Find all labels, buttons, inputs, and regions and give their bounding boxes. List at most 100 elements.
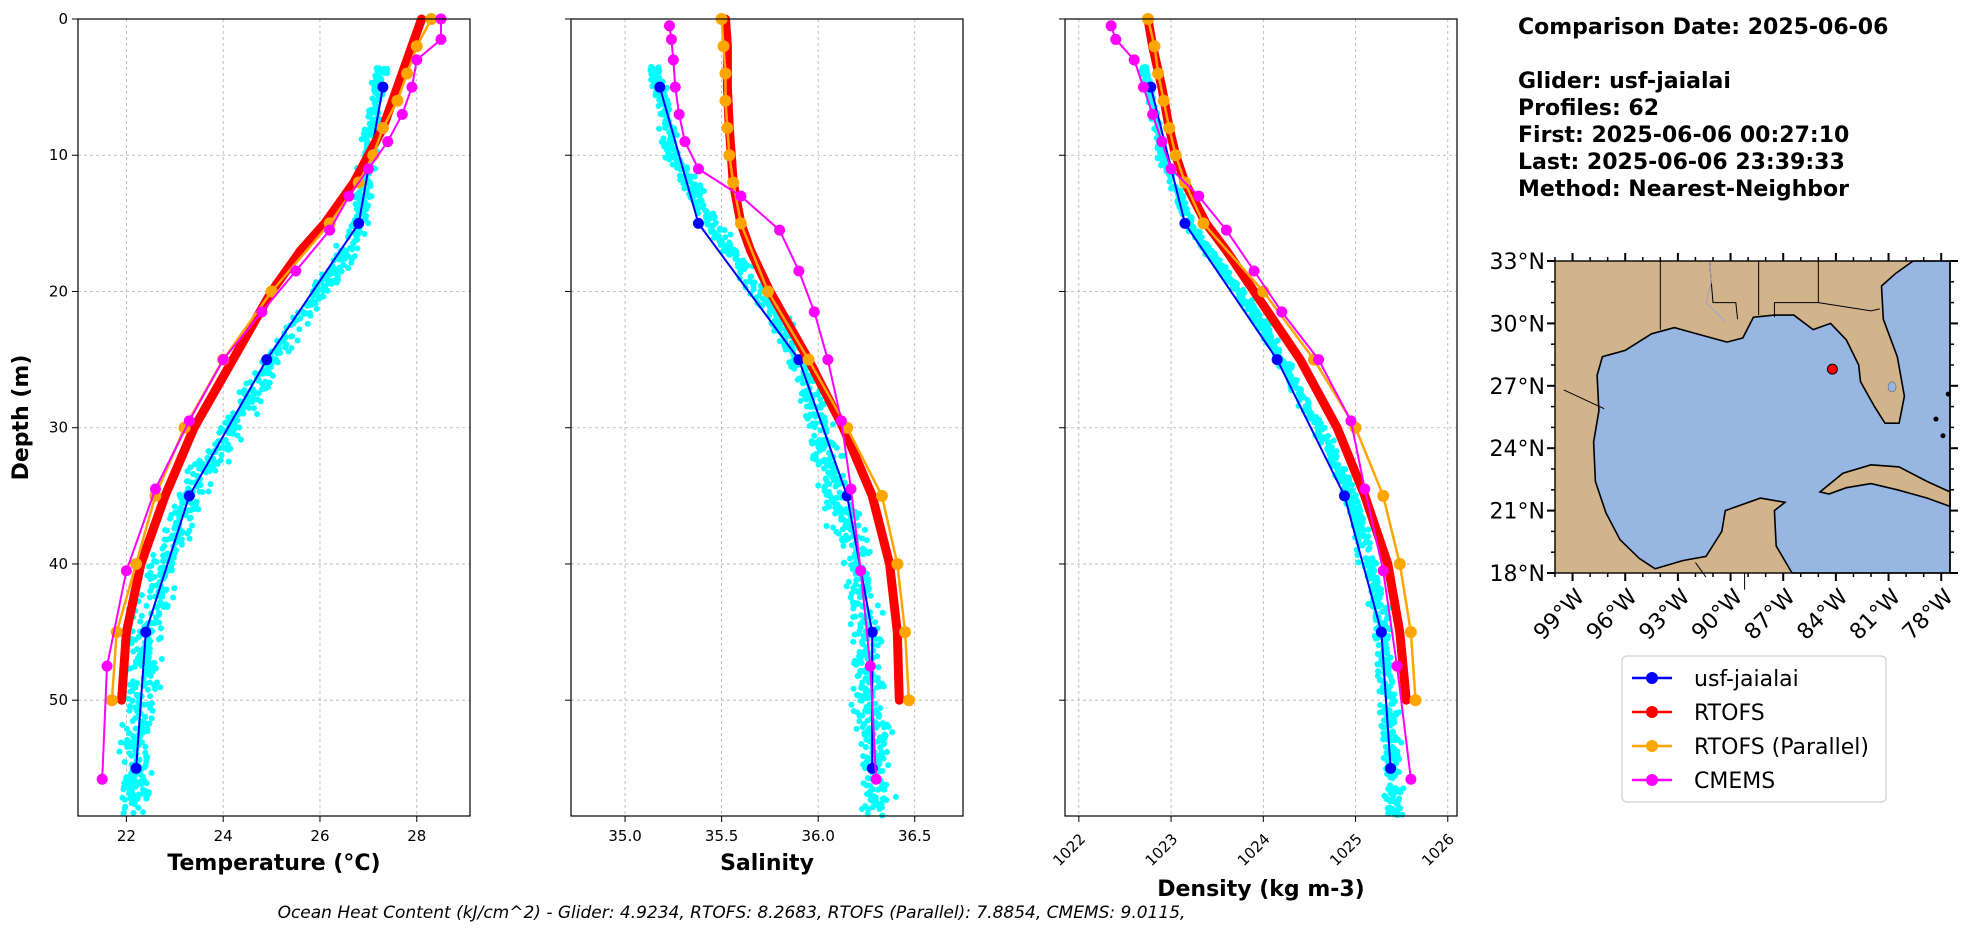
glider-scatter-point (1389, 679, 1396, 686)
glider-scatter-point (1187, 214, 1194, 221)
glider-scatter-point (1381, 717, 1388, 724)
glider-scatter-point (1383, 615, 1390, 622)
glider-scatter-point (845, 524, 852, 531)
glider-scatter-point (356, 228, 363, 235)
glider-scatter-point (833, 444, 840, 451)
glider-scatter-point (1351, 512, 1358, 519)
axes-frame (570, 18, 964, 817)
map-island (1940, 433, 1946, 439)
glider-scatter-point (865, 584, 872, 591)
glider-scatter-point (662, 140, 669, 147)
glider-scatter-point (656, 125, 663, 132)
glider-scatter-point (156, 609, 163, 616)
glider-scatter-point (827, 469, 834, 476)
series-point (875, 489, 888, 502)
series-point (721, 121, 734, 134)
series-point (663, 20, 675, 32)
glider-scatter-point (184, 530, 191, 537)
glider-scatter-point (850, 605, 857, 612)
glider-scatter-point (1143, 72, 1150, 79)
glider-scatter-point (157, 565, 164, 572)
glider-scatter-point (817, 404, 824, 411)
glider-scatter-point (850, 707, 857, 714)
glider-scatter-point (850, 685, 857, 692)
glider-scatter-point (700, 202, 707, 209)
series-point (183, 490, 195, 502)
series-point (1165, 163, 1177, 175)
glider-scatter-point (133, 783, 140, 790)
series-point (665, 33, 677, 45)
glider-scatter-point (1383, 649, 1390, 656)
glider-scatter-point (696, 198, 703, 205)
series-point (855, 565, 867, 577)
glider-scatter-point (148, 619, 155, 626)
glider-scatter-point (858, 741, 865, 748)
glider-scatter-point (148, 769, 155, 776)
glider-scatter-point (1203, 241, 1210, 248)
glider-scatter-point (222, 419, 229, 426)
glider-scatter-point (724, 249, 731, 256)
series-point (256, 306, 268, 318)
series-point (1248, 265, 1260, 277)
glider-scatter-point (217, 457, 224, 464)
glider-scatter-point (122, 803, 129, 810)
glider-scatter-point (864, 791, 871, 798)
series-point (261, 354, 273, 366)
series-point (845, 483, 857, 495)
series-point (376, 121, 389, 134)
series-point (1157, 94, 1170, 107)
glider-scatter-point (151, 682, 158, 689)
glider-scatter-point (842, 532, 849, 539)
series-point (667, 54, 679, 66)
glider-scatter-point (812, 391, 819, 398)
series-line-cmems (668, 24, 878, 781)
glider-scatter-point (1156, 146, 1163, 153)
glider-scatter-point (288, 333, 295, 340)
glider-scatter-point (282, 334, 289, 341)
series-point (864, 660, 876, 672)
series-point (727, 176, 740, 189)
glider-scatter-point (848, 701, 855, 708)
series-point (735, 190, 747, 202)
glider-scatter-point (704, 221, 711, 228)
glider-scatter-point (843, 508, 850, 515)
glider-scatter-point (1266, 326, 1273, 333)
series-point (679, 136, 691, 148)
glider-scatter-point (691, 173, 698, 180)
glider-scatter-point (836, 489, 843, 496)
glider-scatter-point (878, 681, 885, 688)
glider-scatter-point (848, 590, 855, 597)
glider-scatter-point (222, 436, 229, 443)
glider-scatter-point (176, 510, 183, 517)
glider-scatter-point (1391, 751, 1398, 758)
glider-scatter-point (828, 495, 835, 502)
legend-marker (1646, 774, 1658, 786)
map-lon-label: 93°W (1635, 584, 1696, 645)
glider-scatter-point (847, 621, 854, 628)
glider-scatter-point (163, 586, 170, 593)
glider-scatter-point (722, 234, 729, 241)
map-lat-label: 18°N (1490, 562, 1545, 587)
glider-scatter-point (368, 106, 375, 113)
glider-scatter-point (1250, 307, 1257, 314)
glider-scatter-point (807, 412, 814, 419)
glider-scatter-point (739, 265, 746, 272)
glider-scatter-point (150, 551, 157, 558)
glider-scatter-point (1330, 437, 1337, 444)
glider-scatter-point (140, 809, 147, 816)
glider-scatter-point (236, 424, 243, 431)
glider-scatter-point (372, 89, 379, 96)
series-point (324, 224, 336, 236)
series-point (391, 94, 404, 107)
glider-scatter-point (821, 414, 828, 421)
glider-scatter-point (196, 465, 203, 472)
legend-box (1621, 655, 1887, 803)
glider-scatter-point (687, 178, 694, 185)
series-point (1377, 565, 1389, 577)
glider-scatter-point (716, 226, 723, 233)
map-lat-label: 27°N (1490, 375, 1545, 400)
glider-scatter-point (131, 704, 138, 711)
glider-scatter-point (864, 775, 871, 782)
glider-scatter-point (839, 537, 846, 544)
glider-scatter-point (152, 614, 159, 621)
